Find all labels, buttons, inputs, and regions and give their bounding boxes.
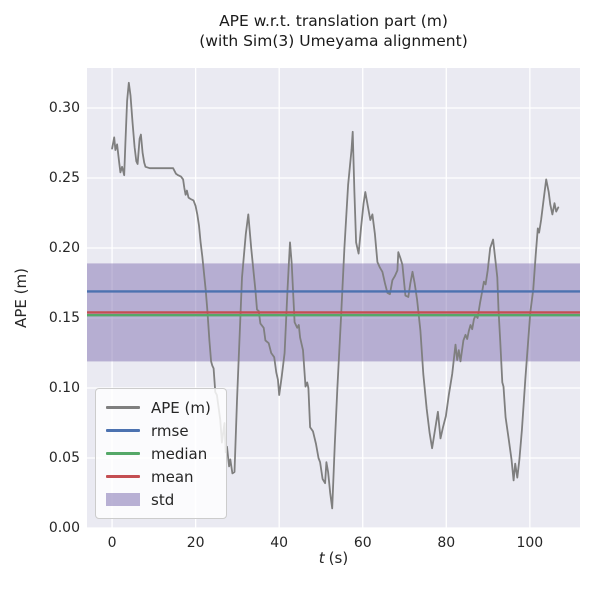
x-axis-label-unit: (s) — [328, 549, 349, 567]
legend-label: rmse — [151, 421, 189, 440]
legend-item-std: std — [106, 489, 211, 510]
legend-patch-swatch — [106, 493, 140, 506]
x-tick-label: 40 — [270, 535, 289, 551]
legend: APE (m) rmse median mean std — [95, 388, 227, 519]
y-tick-label: 0.10 — [48, 380, 80, 396]
x-axis-label: t (s) — [87, 549, 580, 567]
y-tick-label: 0.00 — [48, 520, 80, 536]
legend-item-rmse: rmse — [106, 420, 211, 441]
x-tick-label: 100 — [516, 535, 544, 551]
y-tick-label: 0.15 — [48, 310, 80, 327]
y-tick-label: 0.20 — [48, 240, 80, 257]
legend-line-swatch — [106, 452, 140, 455]
legend-label: APE (m) — [151, 398, 211, 417]
y-tick-label: 0.05 — [48, 450, 80, 466]
chart-title-line2: (with Sim(3) Umeyama alignment) — [199, 32, 468, 50]
legend-item-ape-m: APE (m) — [106, 397, 211, 418]
plot-area: APE (m) rmse median mean std — [87, 68, 580, 528]
ape-curve — [111, 81, 560, 510]
chart-title-line1: APE w.r.t. translation part (m) — [219, 12, 448, 30]
legend-label: mean — [151, 467, 194, 486]
x-tick-label: 20 — [186, 535, 205, 551]
legend-item-median: median — [106, 443, 211, 464]
chart-title: APE w.r.t. translation part (m) (with Si… — [87, 11, 580, 51]
legend-line-swatch — [106, 475, 140, 478]
x-tick-label: 60 — [353, 535, 372, 551]
legend-item-mean: mean — [106, 466, 211, 487]
legend-label: median — [151, 444, 208, 463]
legend-line-swatch — [106, 406, 140, 409]
plot-canvas — [87, 68, 580, 528]
legend-line-swatch — [106, 429, 140, 432]
y-tick-label: 0.30 — [48, 100, 80, 117]
x-tick-label: 80 — [437, 535, 456, 551]
x-axis-label-var: t — [318, 549, 325, 567]
legend-label: std — [151, 490, 175, 509]
x-tick-label: 0 — [107, 535, 117, 551]
y-tick-label: 0.25 — [48, 170, 80, 187]
